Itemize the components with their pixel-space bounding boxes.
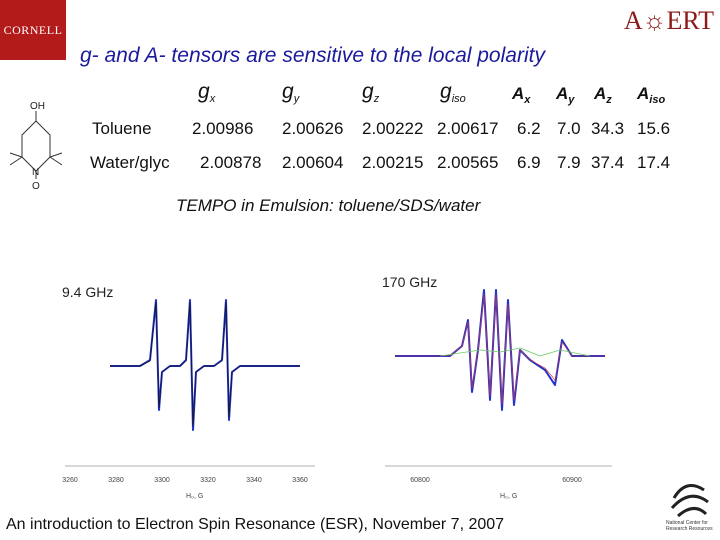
table-cell: 2.00617	[437, 119, 499, 138]
table-cell: 2.00878	[200, 153, 262, 172]
column-header: Az	[594, 84, 612, 106]
table-cell: 7.9	[557, 153, 581, 172]
column-header: giso	[440, 80, 466, 105]
axis-label: H₀, G	[186, 493, 203, 500]
x-tick-label: 3300	[154, 477, 170, 484]
header-main: g	[362, 80, 374, 103]
header-sub: y	[568, 94, 575, 106]
column-header: Aiso	[637, 84, 665, 106]
x-tick-label: 3340	[246, 477, 262, 484]
x-tick-label: 3360	[292, 477, 308, 484]
header-main: g	[198, 80, 210, 103]
table-cell: 34.3	[591, 119, 625, 138]
molecule-label: N	[32, 167, 39, 178]
table-cell: 37.4	[591, 153, 625, 172]
row-label: Toluene	[92, 119, 152, 138]
table-cell: 2.00604	[282, 153, 344, 172]
spectrum-label: 170 GHz	[382, 274, 438, 290]
molecule: OH N O	[9, 101, 63, 192]
header-main: A	[637, 84, 650, 103]
column-header: Ax	[512, 84, 530, 106]
table-cell: 2.00986	[192, 119, 254, 138]
x-tick-label: 3280	[108, 477, 124, 484]
spectrum-label: 9.4 GHz	[62, 284, 114, 300]
header-sub: z	[606, 94, 612, 106]
header-main: A	[512, 84, 525, 103]
x-tick-label: 60800	[410, 477, 430, 484]
header-sub: iso	[451, 93, 466, 105]
subtitle: TEMPO in Emulsion: toluene/SDS/water	[176, 196, 481, 215]
table-cell: 2.00222	[362, 119, 424, 138]
header-sub: iso	[649, 94, 666, 106]
x-tick-label: 60900	[562, 477, 582, 484]
molecule-label: OH	[30, 101, 45, 112]
table-cell: 17.4	[637, 153, 671, 172]
header-sub: x	[524, 94, 531, 106]
column-header: gz	[362, 80, 379, 105]
logo-left: CORNELL	[0, 0, 66, 60]
header-main: A	[556, 84, 569, 103]
table-cell: 2.00626	[282, 119, 344, 138]
column-header: gy	[282, 80, 299, 105]
row-label: Water/glyc	[90, 153, 170, 172]
x-tick-label: 3320	[200, 477, 216, 484]
header-main: g	[282, 80, 294, 103]
header-main: g	[440, 80, 452, 103]
header-main: A	[594, 84, 607, 103]
slide-title: g- and A- tensors are sensitive to the l…	[80, 44, 545, 67]
molecule-label: O	[32, 181, 40, 192]
table-cell: 2.00565	[437, 153, 499, 172]
column-header: gx	[198, 80, 215, 105]
logo-right: A☼ERT	[623, 6, 714, 35]
table-cell: 6.9	[517, 153, 541, 172]
header-sub: z	[373, 93, 380, 105]
header-sub: y	[293, 93, 300, 105]
column-header: Ay	[556, 84, 574, 106]
header-sub: x	[209, 93, 216, 105]
axis-label: H₀, G	[500, 493, 517, 500]
x-tick-label: 3260	[62, 477, 78, 484]
table-cell: 7.0	[557, 119, 581, 138]
logo-text: National Center for Research Resources	[666, 520, 713, 532]
table-cell: 6.2	[517, 119, 541, 138]
table-cell: 2.00215	[362, 153, 424, 172]
table-cell: 15.6	[637, 119, 671, 138]
footer: An introduction to Electron Spin Resonan…	[6, 516, 505, 533]
